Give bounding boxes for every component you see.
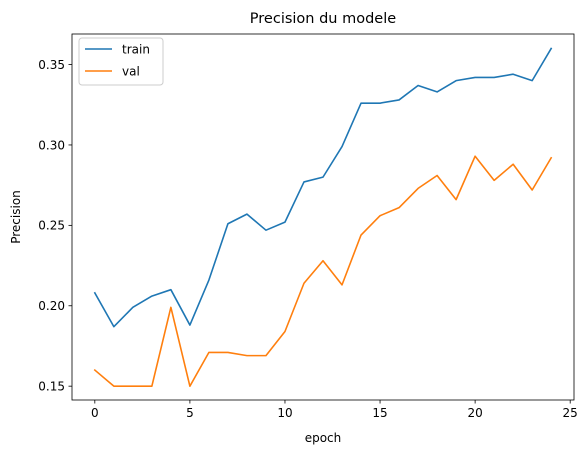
data-point-val — [531, 189, 533, 191]
y-tick-label: 0.15 — [38, 379, 65, 393]
data-point-val — [455, 198, 457, 200]
data-point-train — [322, 176, 324, 178]
y-tick-label: 0.20 — [38, 299, 65, 313]
data-point-val — [246, 354, 248, 356]
data-point-val — [436, 174, 438, 176]
x-tick-label: 20 — [467, 406, 482, 420]
legend: train val — [78, 37, 164, 86]
data-point-train — [265, 229, 267, 231]
legend-box — [78, 37, 164, 86]
data-point-val — [493, 179, 495, 181]
data-point-val — [151, 385, 153, 387]
y-axis-ticks: 0.15 0.20 0.25 0.30 0.35 — [38, 58, 72, 393]
data-point-train — [455, 79, 457, 81]
data-point-train — [341, 145, 343, 147]
data-point-val — [417, 187, 419, 189]
y-tick-label: 0.35 — [38, 58, 65, 72]
series-layer — [93, 47, 553, 387]
series-line-train — [93, 47, 553, 328]
data-point-val — [341, 284, 343, 286]
x-tick-label: 0 — [91, 406, 99, 420]
data-point-val — [322, 260, 324, 262]
data-point-train — [379, 102, 381, 104]
data-point-train — [436, 91, 438, 93]
data-point-val — [208, 351, 210, 353]
data-point-val — [379, 215, 381, 217]
data-point-train — [246, 213, 248, 215]
data-point-train — [132, 306, 134, 308]
data-point-val — [284, 330, 286, 332]
data-point-val — [474, 155, 476, 157]
data-point-train — [360, 102, 362, 104]
series-line-val — [93, 155, 553, 387]
x-tick-label: 25 — [563, 406, 578, 420]
data-point-val — [265, 354, 267, 356]
data-point-val — [189, 385, 191, 387]
x-tick-label: 15 — [372, 406, 387, 420]
data-point-val — [512, 163, 514, 165]
data-point-train — [474, 76, 476, 78]
data-point-train — [512, 73, 514, 75]
y-axis-label: Precision — [9, 190, 23, 244]
data-point-train — [531, 79, 533, 81]
axes-frame — [71, 33, 575, 401]
data-point-train — [303, 181, 305, 183]
data-point-train — [284, 221, 286, 223]
legend-label-val: val — [122, 65, 140, 79]
data-point-val — [303, 282, 305, 284]
data-point-val — [94, 369, 96, 371]
data-point-train — [208, 279, 210, 281]
legend-label-train: train — [122, 43, 150, 57]
data-point-val — [113, 385, 115, 387]
data-point-val — [170, 306, 172, 308]
data-point-train — [94, 292, 96, 294]
data-point-train — [113, 325, 115, 327]
data-point-val — [398, 206, 400, 208]
data-point-train — [493, 76, 495, 78]
data-point-train — [550, 47, 552, 49]
y-tick-label: 0.30 — [38, 138, 65, 152]
data-point-train — [170, 288, 172, 290]
chart-title: Precision du modele — [250, 11, 396, 27]
data-point-train — [189, 324, 191, 326]
data-point-train — [227, 223, 229, 225]
data-point-val — [360, 234, 362, 236]
x-axis-ticks: 0 5 10 15 20 25 — [91, 400, 578, 420]
data-point-train — [398, 99, 400, 101]
x-tick-label: 5 — [186, 406, 194, 420]
data-point-val — [550, 157, 552, 159]
data-point-val — [132, 385, 134, 387]
x-tick-label: 10 — [277, 406, 292, 420]
data-point-val — [227, 351, 229, 353]
data-point-train — [417, 84, 419, 86]
data-point-train — [151, 295, 153, 297]
x-axis-label: epoch — [305, 431, 342, 445]
y-tick-label: 0.25 — [38, 219, 65, 233]
